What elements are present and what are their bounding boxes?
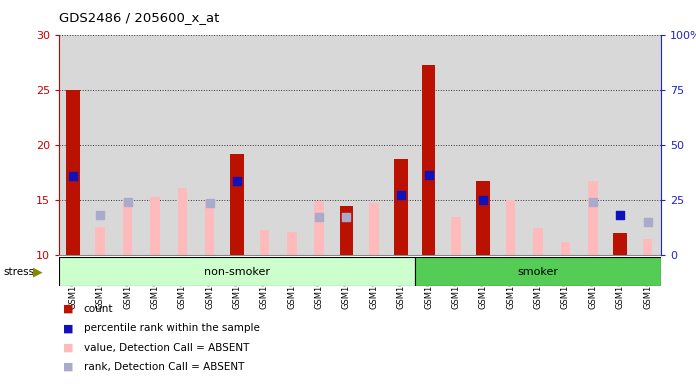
Text: ■: ■ xyxy=(63,343,73,353)
Bar xyxy=(205,200,214,255)
Bar xyxy=(395,159,408,255)
Text: ▶: ▶ xyxy=(33,265,43,278)
Bar xyxy=(561,242,570,255)
Bar xyxy=(66,90,79,255)
Bar xyxy=(150,197,159,255)
Bar xyxy=(613,233,627,255)
Point xyxy=(95,212,106,218)
Bar xyxy=(59,257,415,286)
Bar xyxy=(506,200,516,255)
Text: count: count xyxy=(84,304,113,314)
Text: non-smoker: non-smoker xyxy=(204,266,270,277)
Text: smoker: smoker xyxy=(518,266,559,277)
Bar xyxy=(230,154,244,255)
Point xyxy=(395,192,406,198)
Text: GDS2486 / 205600_x_at: GDS2486 / 205600_x_at xyxy=(59,12,219,25)
Text: ■: ■ xyxy=(63,323,73,333)
Point xyxy=(314,214,325,220)
Text: ■: ■ xyxy=(63,362,73,372)
Point xyxy=(341,214,352,220)
Bar xyxy=(533,228,543,255)
Point xyxy=(587,199,599,205)
Text: stress: stress xyxy=(3,267,35,277)
Bar xyxy=(422,66,436,255)
Bar xyxy=(287,232,296,255)
Point xyxy=(232,178,243,184)
Text: rank, Detection Call = ABSENT: rank, Detection Call = ABSENT xyxy=(84,362,244,372)
Bar xyxy=(451,217,461,255)
Bar xyxy=(588,181,598,255)
Point xyxy=(615,212,626,218)
Point xyxy=(423,172,434,178)
Bar xyxy=(477,181,490,255)
Bar xyxy=(340,206,354,255)
Text: value, Detection Call = ABSENT: value, Detection Call = ABSENT xyxy=(84,343,249,353)
Text: percentile rank within the sample: percentile rank within the sample xyxy=(84,323,260,333)
Bar xyxy=(95,227,105,255)
Bar xyxy=(369,204,379,255)
Bar xyxy=(260,230,269,255)
Point xyxy=(642,219,653,225)
Point xyxy=(122,199,133,205)
Bar xyxy=(415,257,661,286)
Point xyxy=(204,200,215,207)
Point xyxy=(477,197,489,203)
Bar xyxy=(122,200,132,255)
Bar xyxy=(642,239,652,255)
Bar xyxy=(177,188,187,255)
Text: ■: ■ xyxy=(63,304,73,314)
Point xyxy=(68,173,79,179)
Bar xyxy=(315,201,324,255)
